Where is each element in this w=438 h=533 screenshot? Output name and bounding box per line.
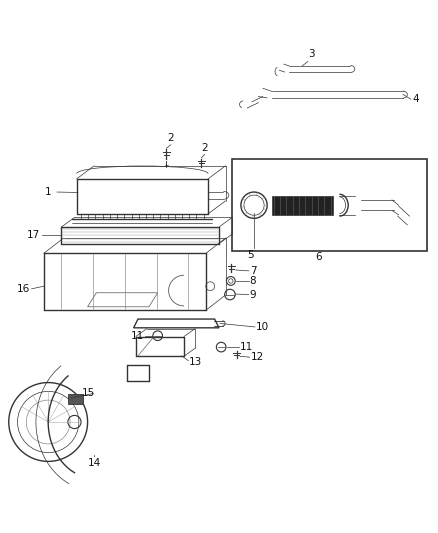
Text: 2: 2: [167, 133, 174, 143]
Text: 11: 11: [240, 342, 253, 352]
Text: 11: 11: [131, 330, 144, 341]
Text: 6: 6: [315, 252, 322, 262]
Text: 2: 2: [201, 143, 208, 152]
Text: 4: 4: [413, 94, 419, 104]
Text: 5: 5: [247, 250, 254, 260]
Text: 13: 13: [189, 357, 202, 367]
Text: 12: 12: [251, 352, 264, 362]
Text: 7: 7: [250, 266, 256, 276]
Text: 17: 17: [27, 230, 40, 240]
Polygon shape: [272, 196, 333, 215]
Text: 14: 14: [88, 458, 101, 468]
Text: 8: 8: [250, 276, 256, 286]
Text: 10: 10: [256, 322, 269, 332]
Text: 1: 1: [45, 187, 52, 197]
Text: 3: 3: [307, 50, 314, 59]
Text: 15: 15: [82, 387, 95, 398]
Bar: [232, 159, 427, 251]
Text: 9: 9: [250, 289, 256, 300]
Text: 16: 16: [17, 284, 30, 294]
Bar: [68, 393, 83, 405]
